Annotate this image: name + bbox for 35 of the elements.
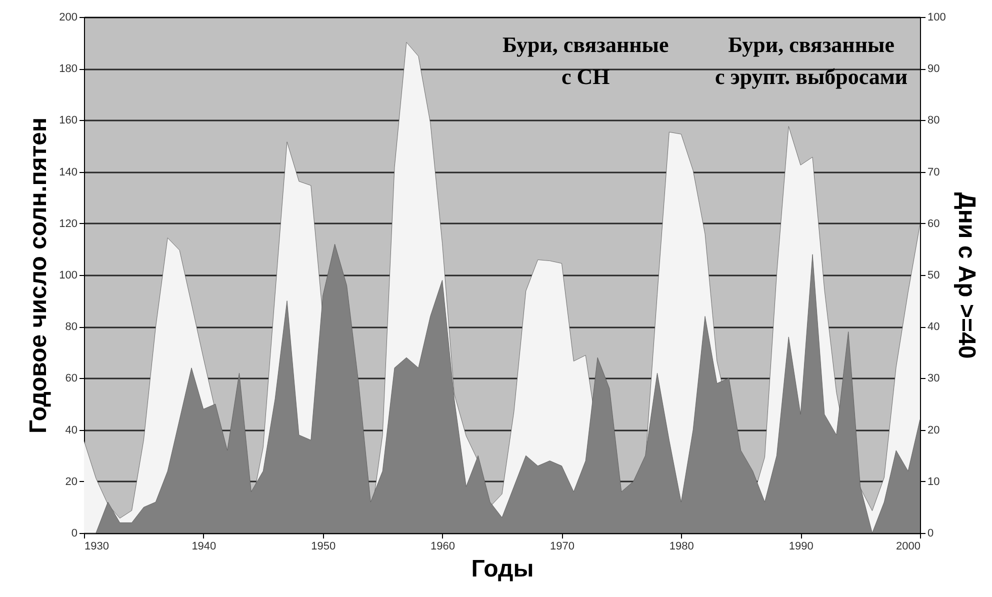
y2-tick-label: 80 xyxy=(928,114,940,127)
y-tick-label: 20 xyxy=(65,476,78,488)
y2-tick-label: 90 xyxy=(928,63,940,76)
y-tick-label: 0 xyxy=(71,528,78,540)
x-axis-title: Годы xyxy=(471,556,534,582)
y2-tick-label: 0 xyxy=(928,528,934,540)
y-tick-label: 60 xyxy=(65,372,78,385)
y2-tick-label: 70 xyxy=(928,166,940,178)
y2-tick-label: 40 xyxy=(928,321,940,334)
y2-tick-label: 50 xyxy=(928,270,940,282)
x-tick-label: 2000 xyxy=(896,540,920,552)
y2-tick-label: 20 xyxy=(928,424,940,436)
x-tick-label: 1970 xyxy=(550,540,574,552)
y-tick-label: 100 xyxy=(59,270,78,282)
y-tick-label: 140 xyxy=(59,166,78,178)
x-tick-label: 1930 xyxy=(84,540,109,552)
x-tick-label: 1940 xyxy=(192,540,216,552)
y-tick-label: 40 xyxy=(65,424,78,436)
x-tick-label: 1950 xyxy=(311,540,336,552)
y2-tick-label: 10 xyxy=(928,476,940,488)
x-tick-label: 1980 xyxy=(669,540,694,552)
y-tick-label: 180 xyxy=(59,63,78,76)
y-tick-label: 200 xyxy=(59,12,78,24)
x-tick-label: 1990 xyxy=(788,540,814,552)
y-tick-label: 160 xyxy=(59,114,78,127)
annotation: Бури, связанные с СН xyxy=(502,32,669,90)
y-axis-title: Годовое число солн.пятен xyxy=(25,118,52,434)
y2-tick-label: 100 xyxy=(928,12,946,24)
y-tick-label: 120 xyxy=(59,218,78,230)
y2-tick-label: 60 xyxy=(928,218,940,230)
annotation: Бури, связанные с эрупт. выбросами xyxy=(715,32,908,90)
y-tick-label: 80 xyxy=(65,321,78,334)
x-tick-label: 1960 xyxy=(430,540,456,552)
y2-tick-label: 30 xyxy=(928,372,940,385)
y2-axis-title: Дни с Ap >=40 xyxy=(952,192,980,359)
